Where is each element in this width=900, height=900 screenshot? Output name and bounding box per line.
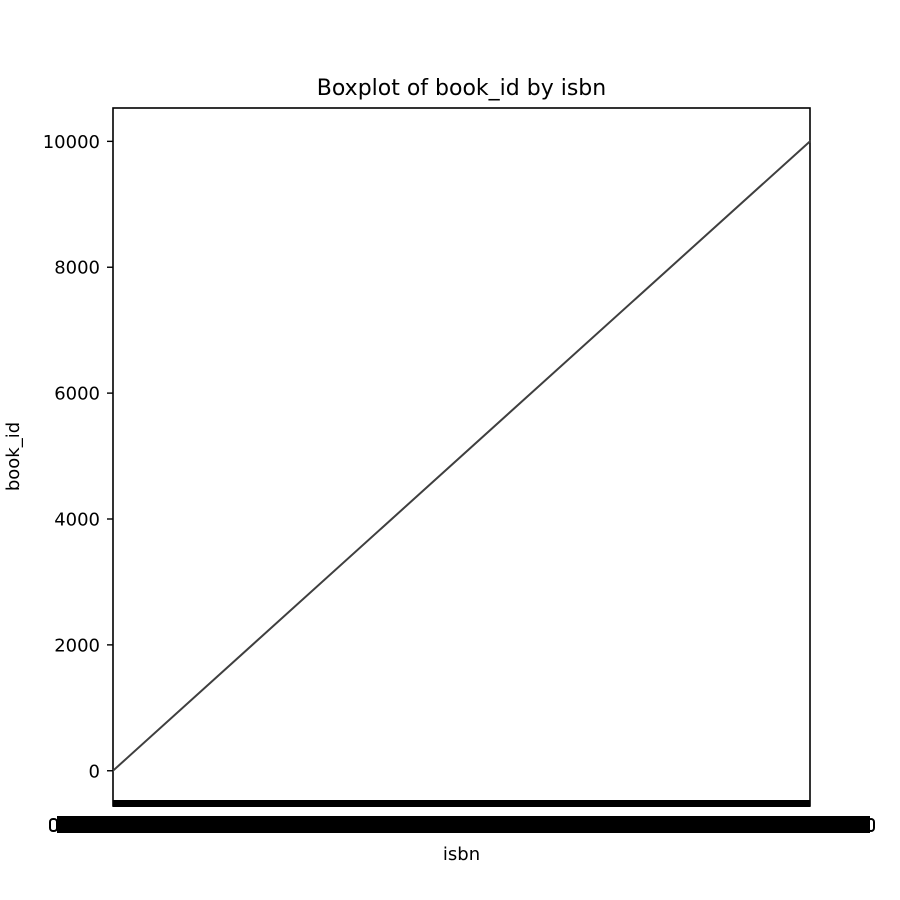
x-tick-labels-overlap-end — [867, 818, 875, 832]
x-tick-labels-overlap — [57, 816, 870, 833]
y-tick-label: 8000 — [54, 258, 100, 279]
y-tick-label: 6000 — [54, 384, 100, 405]
y-tick-label: 0 — [89, 761, 100, 782]
y-tick-label: 4000 — [54, 509, 100, 530]
y-tick-label: 2000 — [54, 635, 100, 656]
y-axis-ticks: 0 2000 4000 6000 8000 10000 — [43, 132, 113, 782]
x-axis-ticks — [49, 800, 875, 833]
x-axis-label: isbn — [443, 844, 480, 865]
x-tick-marks-band — [113, 800, 810, 807]
y-axis-label: book_id — [3, 422, 24, 491]
box-medians-trend — [112, 140, 811, 772]
chart-title: Boxplot of book_id by isbn — [317, 76, 606, 101]
x-tick-labels-overlap-start — [49, 818, 58, 832]
y-tick-label: 10000 — [43, 132, 100, 153]
